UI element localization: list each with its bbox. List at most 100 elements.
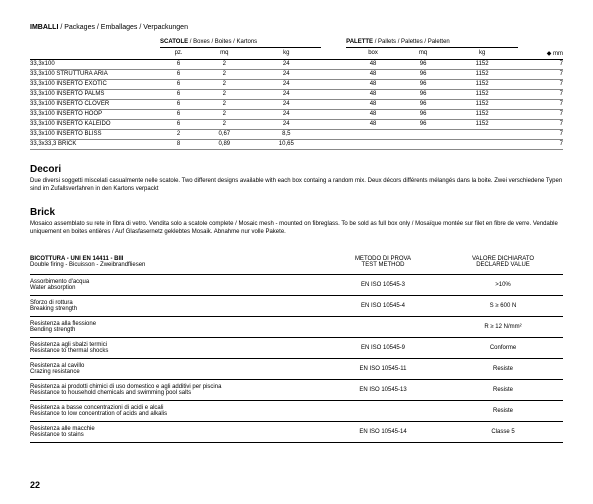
prop-value: R ≥ 12 N/mm² bbox=[443, 316, 563, 337]
table-row: Resistenza alla flessioneBending strengt… bbox=[30, 316, 563, 337]
table-row: Resistenza alle macchieResistance to sta… bbox=[30, 421, 563, 442]
prop-method: EN ISO 10545-14 bbox=[323, 421, 443, 442]
row-kg: 24 bbox=[251, 69, 321, 79]
prop-value: Resiste bbox=[443, 379, 563, 400]
row-name: 33,3x100 INSERTO CLOVER bbox=[30, 99, 160, 109]
table-row: 33,3x1006224489611527 bbox=[30, 59, 563, 69]
prop-value: S ≥ 600 N bbox=[443, 295, 563, 316]
row-box: 48 bbox=[346, 79, 400, 89]
row-kg: 24 bbox=[251, 109, 321, 119]
table-row: 33,3x33,3 BRICK80,8910,657 bbox=[30, 139, 563, 149]
prop-name: Resistenza alle macchieResistance to sta… bbox=[30, 421, 323, 442]
table-row: Resistenza ai prodotti chimici di uso do… bbox=[30, 379, 563, 400]
props-h2: METODO DI PROVATEST METHOD bbox=[323, 252, 443, 275]
row-mm: 7 bbox=[518, 119, 563, 129]
row-mm: 7 bbox=[518, 109, 563, 119]
row-mq: 2 bbox=[197, 59, 251, 69]
prop-method bbox=[323, 400, 443, 421]
row-pkg: 1152 bbox=[446, 59, 518, 69]
row-mq: 2 bbox=[197, 119, 251, 129]
decori-text: Due diversi soggetti miscelati casualmen… bbox=[30, 177, 563, 193]
packaging-table: SCATOLE / Boxes / Boites / Kartons PALET… bbox=[30, 37, 563, 150]
prop-name: Resistenza al cavilloCrazing resistance bbox=[30, 358, 323, 379]
prop-method: EN ISO 10545-13 bbox=[323, 379, 443, 400]
prop-value: Classe 5 bbox=[443, 421, 563, 442]
row-pkg: 1152 bbox=[446, 119, 518, 129]
row-name: 33,3x100 INSERTO KALEIDO bbox=[30, 119, 160, 129]
prop-method bbox=[323, 316, 443, 337]
brick-text: Mosaico assemblato su rete in fibra di v… bbox=[30, 220, 563, 236]
row-mm: 7 bbox=[518, 139, 563, 149]
row-mm: 7 bbox=[518, 69, 563, 79]
row-name: 33,3x100 INSERTO EXOTIC bbox=[30, 79, 160, 89]
col-mq: mq bbox=[197, 48, 251, 60]
prop-method: EN ISO 10545-3 bbox=[323, 274, 443, 295]
table-row: 33,3x100 INSERTO HOOP6224489611527 bbox=[30, 109, 563, 119]
row-mm: 7 bbox=[518, 129, 563, 139]
row-pmq: 96 bbox=[400, 109, 446, 119]
row-pmq: 96 bbox=[400, 99, 446, 109]
table-row: 33,3x100 INSERTO CLOVER6224489611527 bbox=[30, 99, 563, 109]
row-pz: 6 bbox=[160, 69, 197, 79]
page-number: 22 bbox=[30, 480, 40, 490]
row-pkg: 1152 bbox=[446, 69, 518, 79]
row-pkg: 1152 bbox=[446, 79, 518, 89]
row-mq: 2 bbox=[197, 109, 251, 119]
row-pmq: 96 bbox=[400, 89, 446, 99]
col-kg: kg bbox=[251, 48, 321, 60]
title-multi: / Packages / Emballages / Verpackungen bbox=[58, 24, 188, 31]
row-box: 48 bbox=[346, 99, 400, 109]
properties-table: BICOTTURA - UNI EN 14411 - BIIIDouble fi… bbox=[30, 252, 563, 443]
row-pkg bbox=[446, 129, 518, 139]
row-name: 33,3x100 INSERTO PALMS bbox=[30, 89, 160, 99]
row-pz: 8 bbox=[160, 139, 197, 149]
row-pz: 6 bbox=[160, 59, 197, 69]
row-mq: 0,67 bbox=[197, 129, 251, 139]
prop-value: >10% bbox=[443, 274, 563, 295]
brick-title: Brick bbox=[30, 207, 563, 218]
table-row: 33,3x100 INSERTO KALEIDO6224489611527 bbox=[30, 119, 563, 129]
table-row: 33,3x100 INSERTO BLISS20,678,57 bbox=[30, 129, 563, 139]
row-pz: 2 bbox=[160, 129, 197, 139]
props-h3: VALORE DICHIARATODECLARED VALUE bbox=[443, 252, 563, 275]
row-mq: 2 bbox=[197, 69, 251, 79]
row-kg: 24 bbox=[251, 59, 321, 69]
row-pkg: 1152 bbox=[446, 109, 518, 119]
table-row: 33,3x100 INSERTO PALMS6224489611527 bbox=[30, 89, 563, 99]
prop-name: Resistenza agli sbalzi termiciResistance… bbox=[30, 337, 323, 358]
row-kg: 24 bbox=[251, 119, 321, 129]
row-pkg bbox=[446, 139, 518, 149]
row-mq: 2 bbox=[197, 89, 251, 99]
table-row: Assorbimento d'acquaWater absorptionEN I… bbox=[30, 274, 563, 295]
table-row: 33,3x100 INSERTO EXOTIC6224489611527 bbox=[30, 79, 563, 89]
col-pz: pz. bbox=[160, 48, 197, 60]
table-row: Sforzo di rotturaBreaking strengthEN ISO… bbox=[30, 295, 563, 316]
row-pz: 6 bbox=[160, 119, 197, 129]
prop-name: Resistenza a basse concentrazioni di aci… bbox=[30, 400, 323, 421]
prop-name: Resistenza alla flessioneBending strengt… bbox=[30, 316, 323, 337]
row-pmq bbox=[400, 129, 446, 139]
row-pmq: 96 bbox=[400, 119, 446, 129]
title-main: IMBALLI bbox=[30, 24, 58, 31]
row-box: 48 bbox=[346, 89, 400, 99]
table-row: Resistenza agli sbalzi termiciResistance… bbox=[30, 337, 563, 358]
row-name: 33,3x100 INSERTO HOOP bbox=[30, 109, 160, 119]
row-pz: 6 bbox=[160, 99, 197, 109]
packaging-title: IMBALLI / Packages / Emballages / Verpac… bbox=[30, 24, 563, 31]
row-box: 48 bbox=[346, 69, 400, 79]
table-row: Resistenza a basse concentrazioni di aci… bbox=[30, 400, 563, 421]
group-palette: PALETTE / Pallets / Palettes / Paletten bbox=[346, 37, 518, 48]
row-mq: 2 bbox=[197, 79, 251, 89]
col-box: box bbox=[346, 48, 400, 60]
row-mm: 7 bbox=[518, 89, 563, 99]
table-row: 33,3x100 STRUTTURA ARIA6224489611527 bbox=[30, 69, 563, 79]
row-box: 48 bbox=[346, 59, 400, 69]
row-mq: 0,89 bbox=[197, 139, 251, 149]
row-mm: 7 bbox=[518, 59, 563, 69]
row-box bbox=[346, 139, 400, 149]
col-pkg: kg bbox=[446, 48, 518, 60]
prop-value: Resiste bbox=[443, 358, 563, 379]
row-pmq: 96 bbox=[400, 59, 446, 69]
row-pkg: 1152 bbox=[446, 89, 518, 99]
col-mm: ◆ mm bbox=[518, 48, 563, 60]
